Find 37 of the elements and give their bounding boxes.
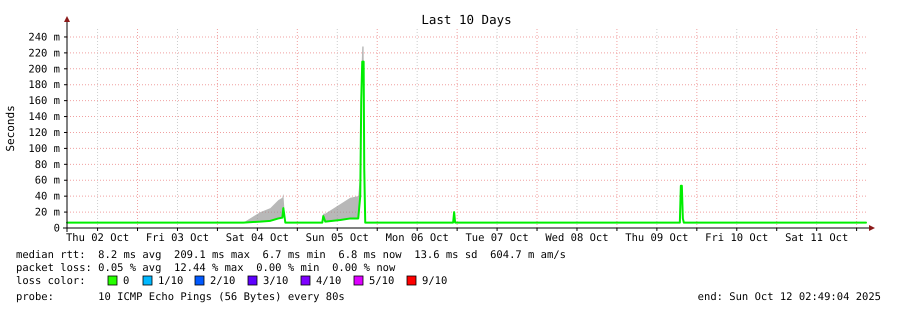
text: loss color:	[16, 275, 86, 287]
text: 5/10	[369, 275, 394, 287]
y-tick-label: 60 m	[34, 174, 60, 187]
x-tick-label: Mon 06 Oct	[386, 232, 449, 244]
y-axis-title: Seconds	[4, 105, 17, 152]
x-tick-label: Thu 02 Oct	[66, 232, 130, 244]
text: 2/10	[210, 275, 236, 287]
chart-title: Last 10 Days	[421, 12, 512, 27]
text: median rtt: 8.2 ms avg 209.1 ms max 6.7 ms min 6.8 ms now 13.6 ms sd 604.7 m am/s	[16, 249, 566, 261]
text: end: Sun Oct 12 02:49:04 2025	[698, 291, 881, 303]
y-tick-label: 40 m	[34, 190, 60, 203]
y-tick-label: 80 m	[34, 158, 60, 171]
x-tick-label: Thu 09 Oct	[625, 232, 688, 244]
y-tick-label: 240 m	[28, 31, 60, 44]
y-tick-label: 100 m	[28, 142, 60, 155]
y-tick-label: 20 m	[34, 206, 60, 219]
x-tick-label: Sat 11 Oct	[785, 232, 848, 244]
text: 9/10	[422, 275, 448, 287]
text: 0	[123, 275, 130, 287]
text: 4/10	[316, 275, 342, 287]
x-tick-label: Sun 05 Oct	[306, 232, 369, 244]
text: 3/10	[263, 275, 288, 287]
x-tick-label: Wed 08 Oct	[545, 232, 609, 244]
y-tick-label: 160 m	[28, 95, 60, 108]
x-tick-label: Fri 03 Oct	[146, 232, 210, 244]
x-tick-label: Tue 07 Oct	[465, 232, 529, 244]
y-tick-label: 220 m	[28, 47, 60, 60]
text: packet loss: 0.05 % avg 12.44 % max 0.00 % min 0.00 % now	[16, 262, 396, 274]
x-tick-label: Sat 04 Oct	[226, 232, 289, 244]
y-tick-label: 200 m	[28, 63, 60, 76]
y-tick-label: 0	[54, 222, 60, 234]
y-tick-label: 140 m	[28, 111, 60, 124]
y-tick-label: 120 m	[28, 126, 60, 139]
y-tick-label: 180 m	[28, 79, 60, 92]
text: probe: 10 ICMP Echo Pings (56 Bytes) every 80s	[16, 291, 345, 303]
x-tick-label: Fri 10 Oct	[705, 232, 768, 244]
text: 1/10	[158, 275, 184, 287]
